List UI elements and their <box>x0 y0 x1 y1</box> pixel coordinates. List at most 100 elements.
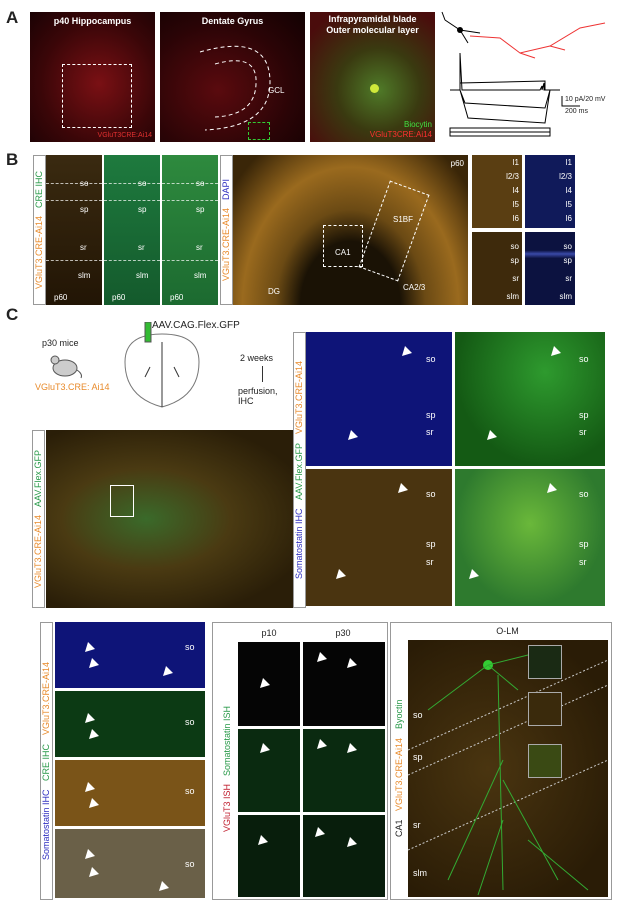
image-strip: so sp sr slm p60 <box>46 155 102 305</box>
layer-label: so <box>185 717 195 727</box>
arrowhead <box>85 849 95 859</box>
layer-label: l4 <box>512 186 519 195</box>
layer-label: l1 <box>565 158 572 167</box>
layer-label: l2/3 <box>506 172 519 181</box>
schematic-label: p30 mice <box>42 338 79 348</box>
image-tile <box>238 642 300 726</box>
inset <box>528 692 562 726</box>
layer-label: slm <box>506 292 519 301</box>
layer-label: l5 <box>565 200 572 209</box>
label: AAV.Flex.GFP <box>33 449 43 507</box>
age-label: p60 <box>450 159 464 168</box>
image-tile <box>303 815 385 897</box>
image-overview <box>46 430 296 608</box>
label: AAV.Flex.GFP <box>294 442 304 500</box>
image-strip: so sp sr slm p60 <box>162 155 218 305</box>
label: VGluT3CRE:Ai14 <box>97 132 152 139</box>
layer-label: l5 <box>512 200 519 209</box>
inset: l1 l2/3 l4 l5 l6 <box>525 155 575 228</box>
panel-letter: B <box>6 150 19 169</box>
mouse-icon <box>50 355 82 379</box>
layer-label: sp <box>579 410 589 420</box>
arrowhead <box>89 798 99 808</box>
layer-label: slm <box>136 271 149 280</box>
panel-letter: A <box>6 8 19 27</box>
inset: so sp sr slm <box>525 232 575 305</box>
panel-title: Infrapyramidal blade <box>328 14 417 24</box>
label: VGluT3.CRE-Ai14 <box>34 216 44 290</box>
channel-label: Somatostatin IHC AAV.Flex.GFP VGluT3.CRE… <box>293 332 306 608</box>
image-hippocampus: p40 Hippocampus VGluT3CRE:Ai14 <box>30 12 155 142</box>
cell <box>370 84 379 93</box>
arrowhead <box>85 713 95 723</box>
label: VGluT3.CRE-Ai14 <box>33 515 43 589</box>
brain-icon <box>124 322 200 408</box>
layer-label: sr <box>579 557 587 567</box>
layer-label: so <box>563 242 572 251</box>
label: Somatostatin IHC <box>294 508 304 579</box>
schematic-label: perfusion, IHC <box>238 386 278 406</box>
layer-label: sp <box>80 205 89 214</box>
panel-title: Outer molecular layer <box>326 25 419 35</box>
label: CA1 <box>394 819 404 837</box>
layer-label: sp <box>563 256 572 265</box>
column-label: p30 <box>335 628 351 638</box>
layer-label: so <box>80 179 89 188</box>
channel-label: VGluT3.CRE-Ai14 AAV.Flex.GFP <box>32 430 45 608</box>
layer-label: l1 <box>512 158 519 167</box>
layer-label: sr <box>426 427 434 437</box>
image-tile <box>303 642 385 726</box>
layer-label: sr <box>565 274 572 283</box>
image-tile <box>238 729 300 812</box>
arrow <box>262 366 263 382</box>
inset: so sp sr slm <box>472 232 522 305</box>
layer-label: l6 <box>565 214 572 223</box>
image-tile: so <box>55 829 205 898</box>
image-grid: so sp sr <box>455 332 605 466</box>
image-grid: so sp sr <box>306 469 452 606</box>
layer-label: so <box>579 489 589 499</box>
arrowhead <box>336 569 346 579</box>
layer-label: so <box>579 354 589 364</box>
schematic-label: AAV.CAG.Flex.GFP <box>152 320 240 331</box>
layer-label: sp <box>138 205 147 214</box>
layer-label: so <box>196 179 205 188</box>
arrowhead <box>487 430 497 440</box>
layer-label: sr <box>512 274 519 283</box>
layer-label: sr <box>196 243 203 252</box>
traces <box>441 11 606 137</box>
legend-label: VGluT3CRE:Ai14 <box>369 130 432 139</box>
label: VGluT3.CRE-Ai14 <box>221 208 231 282</box>
image-tile: so <box>55 622 205 688</box>
morphology <box>408 649 608 896</box>
layer-label: sp <box>426 539 436 549</box>
arrowhead <box>89 658 99 668</box>
layer-label: sp <box>196 205 205 214</box>
label: Byoctin <box>394 699 404 729</box>
channel-label: VGluT3 ISH Somatostatin ISH <box>222 642 233 896</box>
layer-label: GCL <box>268 86 285 95</box>
arrowhead <box>402 346 412 356</box>
legend-label: Biocytin <box>403 120 432 129</box>
ish-frame <box>212 622 388 900</box>
arrowhead <box>317 739 327 749</box>
panel-title: p40 Hippocampus <box>53 16 132 26</box>
roi-box <box>62 64 132 128</box>
label: CRE IHC <box>41 743 51 781</box>
label: VGluT3.CRE-Ai14 <box>394 737 404 811</box>
layer-label: slm <box>78 271 91 280</box>
roi-box <box>248 122 270 140</box>
image-tile: so <box>55 691 205 757</box>
region-label: DG <box>268 287 280 296</box>
olm-frame <box>390 622 612 900</box>
layer-label: l4 <box>565 186 572 195</box>
label: VGluT3.CRE-Ai14 <box>294 361 304 435</box>
label: Somatostatin ISH <box>222 705 232 776</box>
layer-label: sp <box>413 752 423 762</box>
layer-label: so <box>413 710 423 720</box>
arrowhead <box>347 658 357 668</box>
arrowhead <box>163 666 173 676</box>
age-label: p60 <box>112 293 126 302</box>
arrowhead <box>260 678 270 688</box>
arrowhead <box>159 881 169 891</box>
